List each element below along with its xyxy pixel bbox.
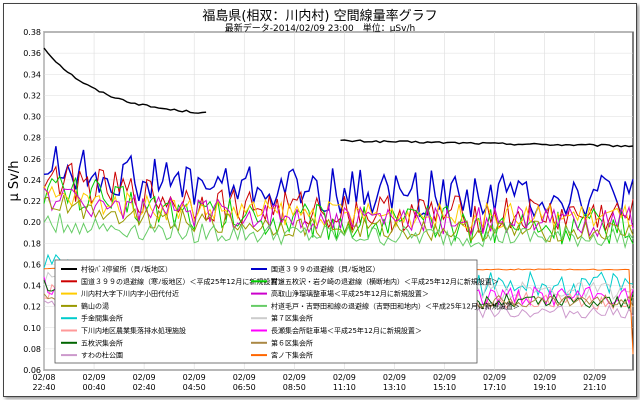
x-tick-date: 02/09 [83, 373, 106, 382]
x-tick-time: 22:40 [32, 383, 55, 392]
y-tick-label: 0.26 [23, 155, 41, 164]
x-tick-time: 17:10 [483, 383, 506, 392]
y-tick-label: 0.14 [23, 282, 41, 291]
y-tick-label: 0.36 [23, 49, 41, 58]
legend-label: 宮ノ下集会所 [271, 351, 313, 360]
legend-label: 五枚沢集会所 [81, 338, 123, 347]
y-tick-label: 0.18 [23, 239, 41, 248]
y-tick-label: 0.22 [23, 197, 41, 206]
x-tick-time: 06:50 [233, 383, 256, 392]
legend-label: 高取山浄瑠璃整車場＜平成25年12月に新規設置＞ [271, 289, 429, 298]
x-tick-date: 02/09 [483, 373, 506, 382]
legend-label: 川内村大字下川内字小田代付近 [81, 289, 179, 298]
series-line [43, 188, 634, 238]
legend-label: すわの杜公園 [81, 351, 123, 360]
x-tick-time: 00:40 [83, 383, 106, 392]
series-line [43, 47, 207, 114]
y-tick-label: 0.10 [23, 324, 41, 333]
y-tick-label: 0.30 [23, 113, 41, 122]
x-tick-time: 15:10 [433, 383, 456, 392]
series-line [43, 185, 634, 229]
y-tick-label: 0.24 [23, 176, 41, 185]
legend-label: 村役ﾊﾞｽ停留所（貝ﾉ坂地区） [81, 265, 172, 274]
series-line [340, 139, 634, 148]
x-tick-time: 13:10 [383, 383, 406, 392]
y-tick-label: 0.16 [23, 260, 41, 269]
x-tick-date: 02/09 [383, 373, 406, 382]
y-tick-label: 0.38 [23, 28, 41, 37]
x-tick-time: 08:50 [283, 383, 306, 392]
y-tick-label: 0.12 [23, 303, 41, 312]
x-tick-time: 04:50 [183, 383, 206, 392]
x-tick-date: 02/08 [32, 373, 55, 382]
chart-subtitle: 最新データ-2014/02/09 23:00 単位：μSv/h [224, 24, 416, 34]
x-tick-time: 11:10 [333, 383, 356, 392]
legend-box [54, 259, 478, 364]
chart-title: 福島県(相双：川内村) 空間線量率グラフ [202, 9, 438, 24]
x-tick-date: 02/09 [583, 373, 606, 382]
legend-label: 手金間集会所 [81, 314, 123, 323]
series-line [43, 213, 634, 250]
legend-label: 国道３９９の退避線（貝ﾉ坂地区） [271, 265, 380, 274]
x-tick-date: 02/09 [533, 373, 556, 382]
legend-label: 第７区集会所 [271, 314, 313, 323]
legend-label: 村道五枚沢・岩夕崎の退避線（横断地内）＜平成25年12月に新規設置＞ [271, 277, 499, 286]
y-axis-label: μ Sv/h [7, 161, 22, 202]
y-tick-label: 0.32 [23, 91, 41, 100]
legend-label: 村道毛戸・吉野田和線の退避線（吉野田和地内）＜平成25年12月に新規設置＞ [271, 301, 520, 310]
x-tick-date: 02/09 [283, 373, 306, 382]
x-tick-time: 02:40 [133, 383, 156, 392]
legend-label: 第６区集会所 [271, 338, 313, 347]
series-line [43, 194, 634, 243]
x-tick-date: 02/09 [133, 373, 156, 382]
x-tick-time: 21:10 [583, 383, 606, 392]
x-tick-time: 19:10 [533, 383, 556, 392]
legend-label: 鶴山の湯 [81, 301, 109, 310]
y-tick-label: 0.08 [23, 345, 41, 354]
y-tick-label: 0.28 [23, 134, 41, 143]
y-tick-label: 0.34 [23, 70, 41, 79]
x-tick-date: 02/09 [433, 373, 456, 382]
x-tick-date: 02/09 [183, 373, 206, 382]
x-tick-date: 02/09 [233, 373, 256, 382]
legend-label: 下川内地区農業集落排水処理施設 [81, 326, 186, 335]
y-tick-label: 0.06 [23, 366, 41, 375]
y-tick-label: 0.20 [23, 218, 41, 227]
legend-label: 長瀬集会所駐車場＜平成25年12月に新規設置＞ [271, 326, 422, 335]
legend-label: 国道３９９の退避線（寒ﾉ坂地区）＜平成25年12月に新規設置＞ [81, 277, 284, 286]
x-tick-date: 02/09 [333, 373, 356, 382]
